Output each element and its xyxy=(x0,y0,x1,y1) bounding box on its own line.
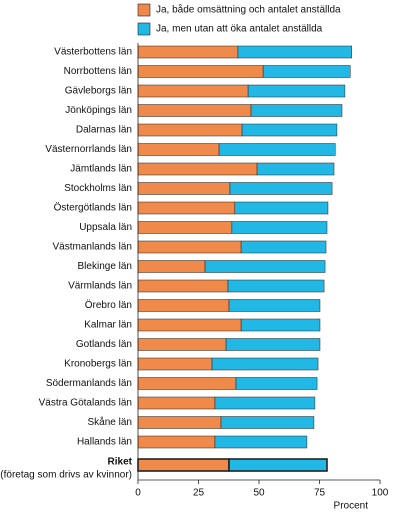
bar-segment xyxy=(137,182,231,195)
bar-segment xyxy=(204,260,326,273)
bar-segment xyxy=(228,299,321,312)
x-axis-label: Procent xyxy=(334,501,369,512)
bar-segment xyxy=(250,104,343,117)
bar-segment xyxy=(137,104,252,117)
legend-label: Ja, men utan att öka antalet anställda xyxy=(156,24,323,35)
bar-segment xyxy=(241,123,338,137)
bar-segment xyxy=(137,377,237,390)
bar-segment xyxy=(137,221,233,234)
bar-segment xyxy=(137,299,230,312)
bar-segment xyxy=(229,182,333,195)
bar-segment xyxy=(240,318,321,332)
y-tick-label: Kalmar län xyxy=(84,320,132,331)
legend-label: Ja, både omsättning och antalet anställd… xyxy=(156,4,341,16)
bar-segment xyxy=(137,435,216,449)
bar-segment xyxy=(225,338,321,351)
bar-segment xyxy=(137,338,227,351)
bar-segment xyxy=(137,416,222,429)
bar-segment xyxy=(137,318,242,332)
y-tick-label: Uppsala län xyxy=(79,222,132,233)
y-tick-label: Norrbottens län xyxy=(64,66,132,77)
bar-segment xyxy=(262,65,351,78)
bar-segment xyxy=(214,435,308,449)
y-tick-label: Gävleborgs län xyxy=(65,86,132,97)
bar-segment xyxy=(137,396,216,410)
y-tick-label: Värmlands län xyxy=(68,281,132,292)
y-tick-label: Gotlands län xyxy=(76,339,132,350)
bar-segment xyxy=(137,279,229,293)
bar-segment xyxy=(137,260,206,273)
bar-segment xyxy=(211,357,319,371)
y-tick-label: Skåne län xyxy=(88,416,132,428)
bar-segment xyxy=(137,84,249,98)
bar-segment xyxy=(235,377,318,390)
bar-segment xyxy=(240,240,327,254)
bar-segment xyxy=(218,143,336,156)
y-tick-label: Södermanlands län xyxy=(46,378,132,389)
y-tick-label: Kronobergs län xyxy=(64,359,132,370)
bar-segment xyxy=(137,357,213,371)
bar-segment xyxy=(247,84,346,98)
y-tick-label: Jämtlands län xyxy=(70,164,132,175)
y-tick-label: Örebro län xyxy=(85,299,132,311)
bar-segment xyxy=(231,221,328,234)
y-tick-label: Riket xyxy=(108,457,133,468)
x-tick-label: 0 xyxy=(135,488,141,499)
bar-segment xyxy=(137,143,220,156)
bar-segment xyxy=(237,45,352,59)
bar-segment xyxy=(137,240,242,254)
x-tick-label: 50 xyxy=(253,488,265,499)
x-tick-label: 100 xyxy=(372,488,389,499)
bar-segment xyxy=(256,162,335,176)
y-tick-label: Stockholms län xyxy=(64,183,132,194)
y-tick-label: Västmanlands län xyxy=(53,242,133,253)
y-tick-label: Hallands län xyxy=(77,437,132,448)
y-tick-label: Blekinge län xyxy=(78,261,132,272)
y-tick-label: Västra Götalands län xyxy=(39,398,132,409)
bar-segment xyxy=(137,65,264,78)
bar-segment xyxy=(137,458,230,472)
bar-segment xyxy=(227,279,325,293)
legend-swatch xyxy=(137,3,151,17)
legend-swatch xyxy=(137,22,151,36)
y-tick-label: Dalarnas län xyxy=(76,125,132,136)
y-tick-note: (företag som drivs av kvinnor) xyxy=(0,470,132,481)
bar-segment xyxy=(234,201,329,215)
y-tick-label: Jönköpings län xyxy=(65,105,132,116)
bar-segment xyxy=(228,458,328,472)
x-tick-label: 75 xyxy=(314,488,326,499)
y-tick-label: Västernorrlands län xyxy=(45,144,132,155)
bar-segment xyxy=(137,45,239,59)
y-tick-label: Västerbottens län xyxy=(54,47,132,58)
bar-segment xyxy=(137,201,236,215)
x-tick-label: 25 xyxy=(193,488,205,499)
bar-segment xyxy=(137,123,243,137)
y-tick-label: Östergötlands län xyxy=(54,202,132,214)
bar-segment xyxy=(214,396,316,410)
bar-segment xyxy=(137,162,258,176)
bar-segment xyxy=(220,416,315,429)
